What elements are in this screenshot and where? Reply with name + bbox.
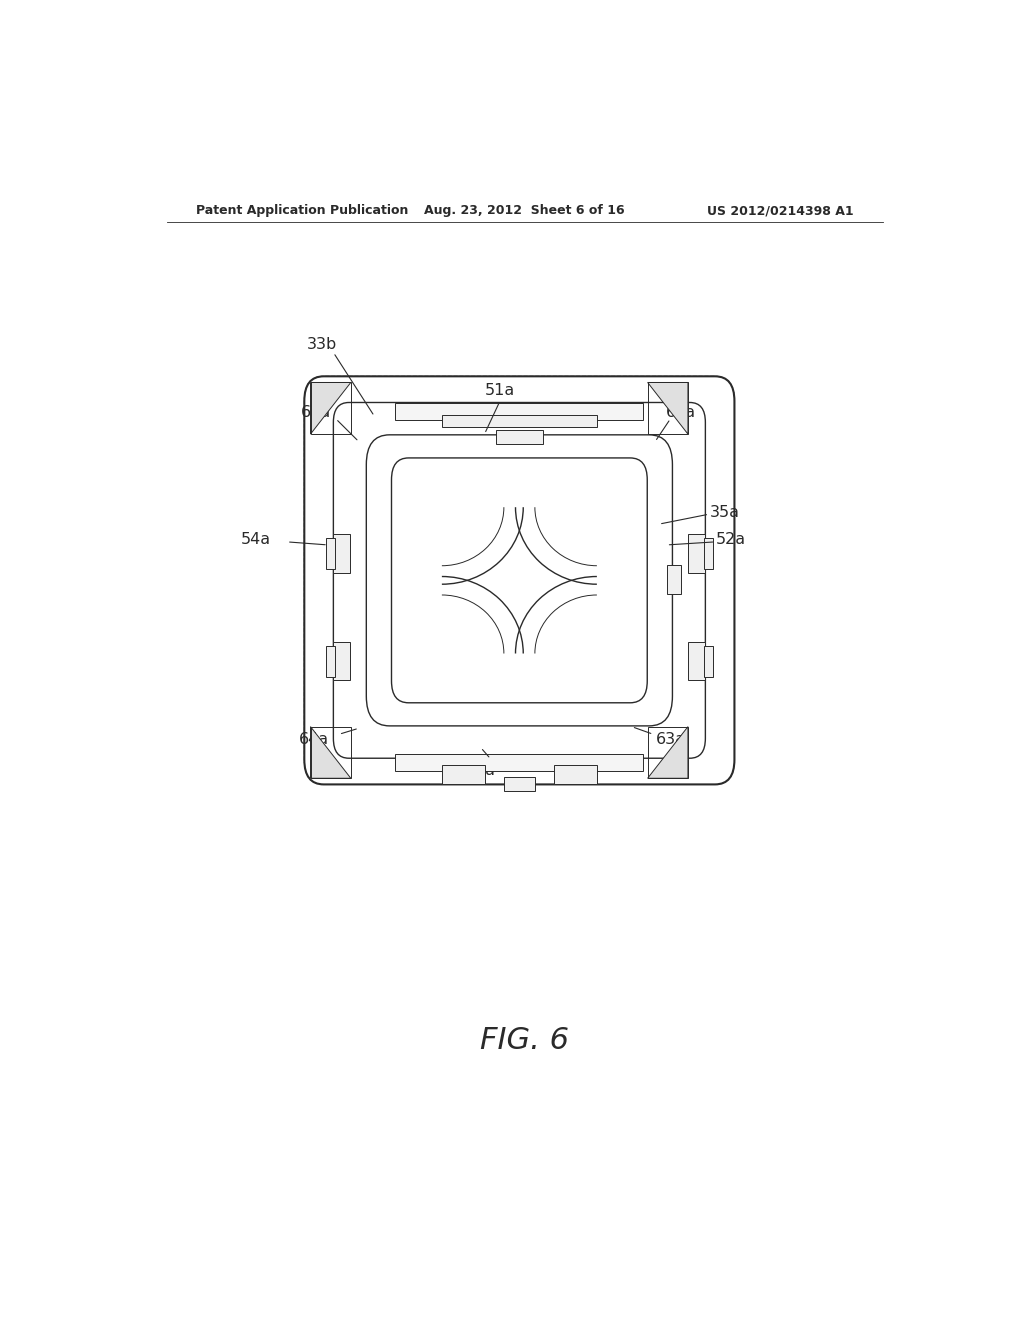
Bar	[647, 383, 688, 434]
Polygon shape	[647, 383, 688, 434]
Bar	[688, 642, 706, 681]
Bar	[334, 642, 350, 681]
Bar	[310, 726, 351, 779]
FancyBboxPatch shape	[367, 434, 673, 726]
Text: 53a: 53a	[466, 763, 496, 777]
Bar	[395, 404, 643, 420]
Bar	[310, 383, 351, 434]
Text: Aug. 23, 2012  Sheet 6 of 16: Aug. 23, 2012 Sheet 6 of 16	[425, 205, 625, 218]
Polygon shape	[647, 726, 688, 779]
Bar	[334, 535, 350, 573]
Text: 52a: 52a	[716, 532, 746, 546]
Text: 61a: 61a	[300, 405, 331, 420]
Text: 33b: 33b	[306, 337, 337, 352]
Bar	[496, 430, 543, 444]
Text: 62a: 62a	[667, 405, 696, 420]
Text: 51a: 51a	[485, 383, 515, 399]
Text: US 2012/0214398 A1: US 2012/0214398 A1	[707, 205, 853, 218]
Text: 35a: 35a	[710, 506, 739, 520]
Bar	[703, 645, 713, 677]
Bar	[326, 645, 335, 677]
Bar	[442, 414, 597, 428]
Polygon shape	[310, 726, 351, 779]
FancyBboxPatch shape	[391, 458, 647, 702]
Text: Patent Application Publication: Patent Application Publication	[197, 205, 409, 218]
Text: 63a: 63a	[655, 733, 685, 747]
Text: 54a: 54a	[241, 532, 271, 546]
FancyBboxPatch shape	[304, 376, 734, 784]
Text: FIG. 6: FIG. 6	[480, 1026, 569, 1055]
Polygon shape	[310, 383, 351, 434]
Bar	[647, 726, 688, 779]
Bar	[442, 766, 484, 784]
Bar	[554, 766, 597, 784]
Bar	[667, 565, 681, 594]
Bar	[688, 535, 706, 573]
FancyBboxPatch shape	[334, 403, 706, 758]
Bar	[395, 754, 643, 771]
Bar	[326, 539, 335, 569]
FancyBboxPatch shape	[304, 376, 734, 784]
Text: 64a: 64a	[299, 733, 329, 747]
Bar	[703, 539, 713, 569]
Bar	[504, 776, 535, 791]
